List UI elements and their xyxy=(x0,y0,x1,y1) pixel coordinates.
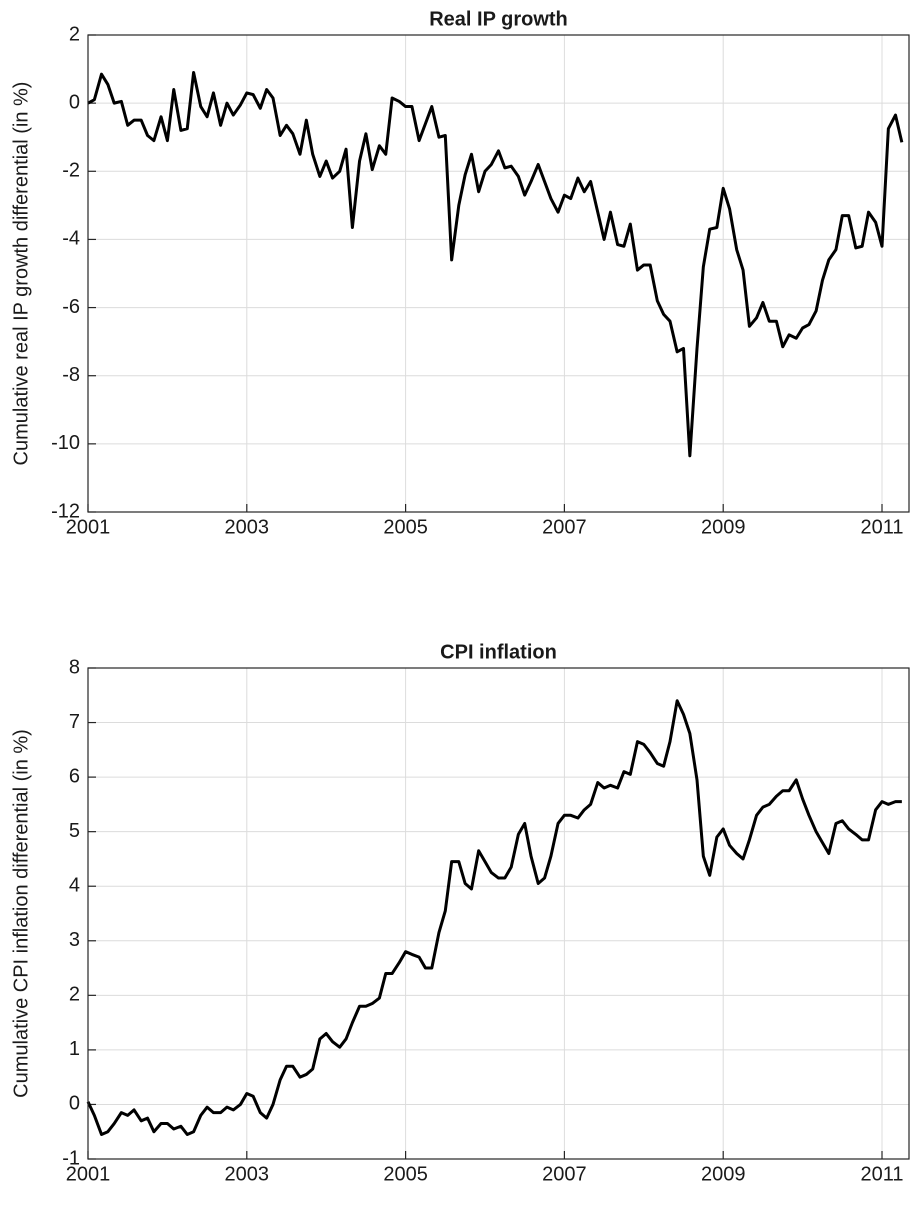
y-tick-label: 1 xyxy=(69,1038,80,1060)
x-tick-label: 2007 xyxy=(542,1163,587,1185)
data-line xyxy=(87,70,904,458)
x-tick-label: 2005 xyxy=(383,1163,428,1185)
y-axis-label: Cumulative CPI inflation differential (i… xyxy=(10,729,32,1098)
x-tick-label: 2011 xyxy=(860,516,903,538)
y-axis-label: Cumulative real IP growth differential (… xyxy=(10,82,32,466)
y-tick-label: -10 xyxy=(51,432,80,454)
x-tick-label: 2003 xyxy=(225,516,270,538)
chart-title: Real IP growth xyxy=(429,8,568,30)
y-tick-label: 7 xyxy=(69,711,80,733)
x-tick-label: 2003 xyxy=(225,1163,270,1185)
plot-background xyxy=(88,668,909,1159)
y-tick-label: -1 xyxy=(62,1147,80,1169)
x-tick-label: 2009 xyxy=(701,1163,746,1185)
x-tick-label: 2005 xyxy=(383,516,428,538)
x-tick-label: 2007 xyxy=(542,516,587,538)
x-tick-label: 2009 xyxy=(701,516,746,538)
axes-frame xyxy=(87,667,910,1160)
y-tick-label: -12 xyxy=(51,500,80,522)
y-tick-label: 0 xyxy=(69,91,80,113)
y-tick-label: 2 xyxy=(69,23,80,45)
data-line xyxy=(86,699,902,1136)
y-tick-label: -6 xyxy=(62,296,80,318)
y-tick-label: -2 xyxy=(62,160,80,182)
y-tick-label: 0 xyxy=(69,1093,80,1115)
x-tick-label: 2001 xyxy=(66,516,111,538)
y-tick-label: 6 xyxy=(69,765,80,787)
y-tick-label: 4 xyxy=(69,875,80,897)
y-tick-label: 2 xyxy=(69,984,80,1006)
y-tick-label: -4 xyxy=(62,228,80,250)
y-tick-label: 8 xyxy=(69,656,80,678)
chart-title: CPI inflation xyxy=(440,641,557,663)
y-tick-label: 5 xyxy=(69,820,80,842)
y-tick-label: 3 xyxy=(69,929,80,951)
y-tick-label: -8 xyxy=(62,364,80,386)
axes-frame xyxy=(87,34,910,513)
x-tick-label: 2001 xyxy=(66,1163,111,1185)
x-tick-label: 2011 xyxy=(860,1163,903,1185)
